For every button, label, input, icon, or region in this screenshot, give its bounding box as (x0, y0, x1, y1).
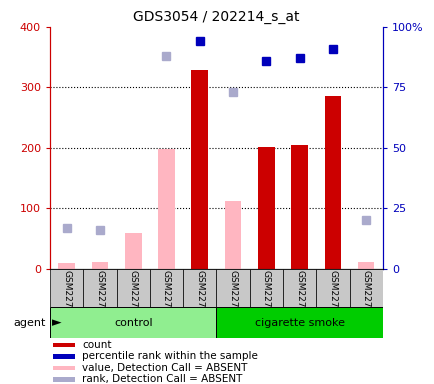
Bar (58, 263, 75, 269)
Bar (50, 307, 216, 338)
Text: percentile rank within the sample: percentile rank within the sample (82, 351, 258, 361)
Bar (349, 269, 382, 307)
Text: control: control (114, 318, 152, 328)
Text: GSM227867: GSM227867 (195, 270, 204, 324)
Bar (257, 147, 274, 269)
Text: rank, Detection Call = ABSENT: rank, Detection Call = ABSENT (82, 374, 242, 384)
Bar (183, 269, 216, 307)
Text: GSM227865: GSM227865 (361, 270, 370, 324)
Bar (53, 343, 75, 347)
Bar (158, 149, 174, 269)
Bar (357, 262, 374, 269)
Bar (283, 269, 316, 307)
Text: ►: ► (52, 316, 62, 329)
Bar (191, 70, 207, 269)
Bar (249, 269, 283, 307)
Text: cigarette smoke: cigarette smoke (254, 318, 344, 328)
Text: GSM227858: GSM227858 (62, 270, 71, 324)
Text: agent: agent (13, 318, 46, 328)
Title: GDS3054 / 202214_s_at: GDS3054 / 202214_s_at (133, 10, 299, 25)
Bar (125, 233, 141, 269)
Bar (316, 269, 349, 307)
Text: GSM227863: GSM227863 (294, 270, 303, 324)
Bar (116, 269, 149, 307)
Bar (324, 96, 340, 269)
Text: GSM227864: GSM227864 (328, 270, 337, 324)
Bar (216, 307, 382, 338)
Text: GSM227860: GSM227860 (128, 270, 138, 324)
Bar (83, 269, 116, 307)
Bar (92, 262, 108, 269)
Bar (53, 377, 75, 382)
Bar (149, 269, 183, 307)
Text: count: count (82, 340, 112, 350)
Bar (53, 354, 75, 359)
Bar (224, 201, 241, 269)
Text: GSM227862: GSM227862 (261, 270, 270, 324)
Text: GSM227859: GSM227859 (95, 270, 104, 324)
Text: GSM227866: GSM227866 (161, 270, 171, 324)
Bar (50, 269, 83, 307)
Bar (53, 366, 75, 370)
Text: value, Detection Call = ABSENT: value, Detection Call = ABSENT (82, 363, 247, 373)
Text: GSM227861: GSM227861 (228, 270, 237, 324)
Bar (291, 145, 307, 269)
Bar (216, 269, 249, 307)
